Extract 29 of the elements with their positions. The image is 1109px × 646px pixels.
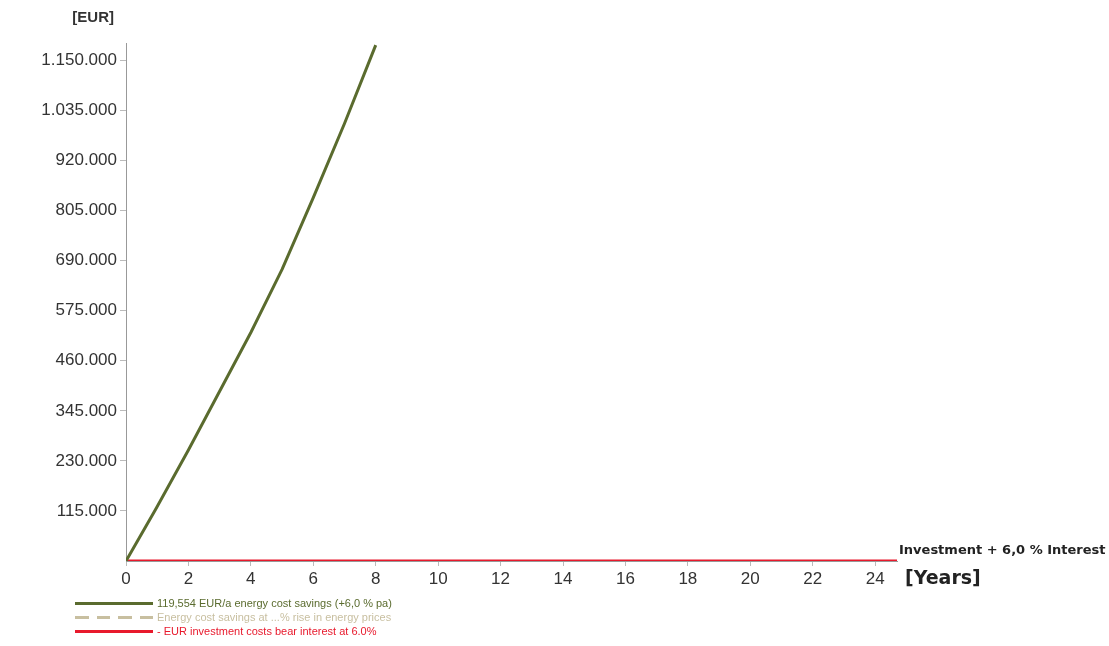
y-tick-label: 460.000 — [55, 350, 117, 370]
y-tick-label: 115.000 — [56, 500, 117, 520]
x-tick-label: 0 — [121, 568, 131, 588]
y-tick-label: 1.035.000 — [41, 100, 117, 120]
x-tick-label: 16 — [615, 568, 635, 588]
y-tick-label: 230.000 — [55, 450, 117, 470]
y-tick-label: 805.000 — [55, 200, 117, 220]
annotation: Investment + 6,0 % Interest — [899, 541, 1106, 557]
x-axis-title: [Years] — [905, 565, 981, 588]
y-tick-label: 345.000 — [55, 400, 117, 420]
text: - EUR investment costs bear interest at 6.0% — [157, 624, 377, 638]
x-tick-label: 8 — [370, 568, 381, 588]
text: 119,554 EUR/a energy cost savings (+6,0 % pa) — [157, 596, 392, 610]
x-tick-label: 24 — [865, 568, 885, 588]
x-tick-label: 2 — [183, 568, 194, 588]
x-tick-label: 6 — [308, 568, 319, 588]
x-tick-label: 4 — [246, 568, 256, 588]
x-tick-label: 18 — [678, 568, 698, 588]
y-tick-label: 575.000 — [55, 300, 117, 320]
x-tick-label: 12 — [491, 568, 511, 588]
x-tick-label: 22 — [803, 568, 823, 588]
x-tick-label: 10 — [428, 568, 448, 588]
legend-label: Energy cost savings at ...% rise in energy prices — [157, 610, 392, 624]
y-tick-label: 1.150.000 — [41, 50, 117, 70]
x-tick-label: 14 — [553, 568, 573, 588]
x-tick-label: 20 — [740, 568, 760, 588]
y-axis-title: [EUR] — [72, 8, 114, 26]
y-tick-label: 690.000 — [55, 250, 117, 270]
y-tick-label: 920.000 — [55, 150, 117, 170]
